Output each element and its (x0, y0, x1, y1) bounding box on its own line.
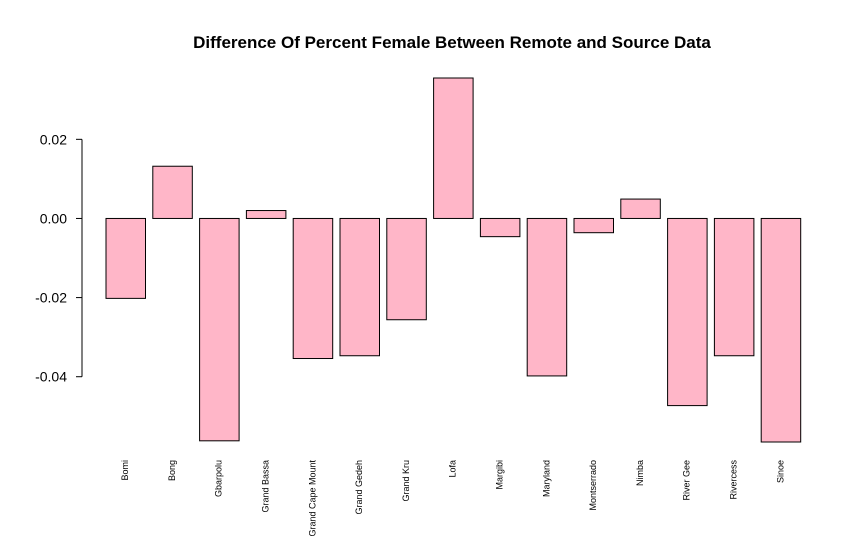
category-label: Lofa (448, 460, 458, 478)
category-label: Maryland (541, 460, 551, 497)
chart-title: Difference Of Percent Female Between Rem… (193, 33, 711, 52)
bar-montserrado (573, 217, 614, 234)
bar-grand-gedeh (339, 217, 380, 357)
category-label: Rivercess (729, 460, 739, 500)
category-label: Grand Cape Mount (307, 460, 317, 537)
category-label: Nimba (635, 460, 645, 486)
bar-lofa (433, 77, 474, 219)
bar-bomi (105, 217, 146, 299)
category-label: Bong (167, 460, 177, 481)
category-label: Margibi (495, 460, 505, 490)
bar-sinoe (760, 217, 802, 443)
category-label: Grand Gedeh (354, 460, 364, 515)
bar-maryland (526, 217, 568, 377)
y-tick-label: -0.02 (35, 290, 67, 306)
category-label: Gbarpolu (214, 460, 224, 497)
y-tick-label: 0.02 (40, 131, 67, 147)
bar-grand-cape-mount (292, 217, 334, 360)
bar-grand-kru (386, 217, 427, 321)
y-axis: -0.04 -0.02 0.00 0.02 (35, 131, 83, 385)
bar-nimba (620, 198, 661, 219)
bar-gbarpolu (199, 217, 240, 442)
category-label: River Gee (682, 460, 692, 501)
category-labels: Bomi Bong Gbarpolu Grand Bassa Grand Cape Mo… (120, 460, 785, 537)
category-label: Bomi (120, 460, 130, 481)
category-label: Montserrado (588, 460, 598, 511)
category-label: Sinoe (775, 460, 785, 483)
y-tick-label: 0.00 (40, 210, 67, 226)
bars-group (105, 77, 802, 443)
y-tick-label: -0.04 (35, 369, 67, 385)
bar-river-gee (667, 217, 708, 407)
bar-bong (152, 165, 193, 219)
category-label: Grand Bassa (261, 460, 271, 513)
bar-margibi (479, 217, 521, 238)
bar-rivercess (713, 217, 755, 357)
bar-grand-bassa (245, 210, 287, 219)
category-label: Grand Kru (401, 460, 411, 502)
